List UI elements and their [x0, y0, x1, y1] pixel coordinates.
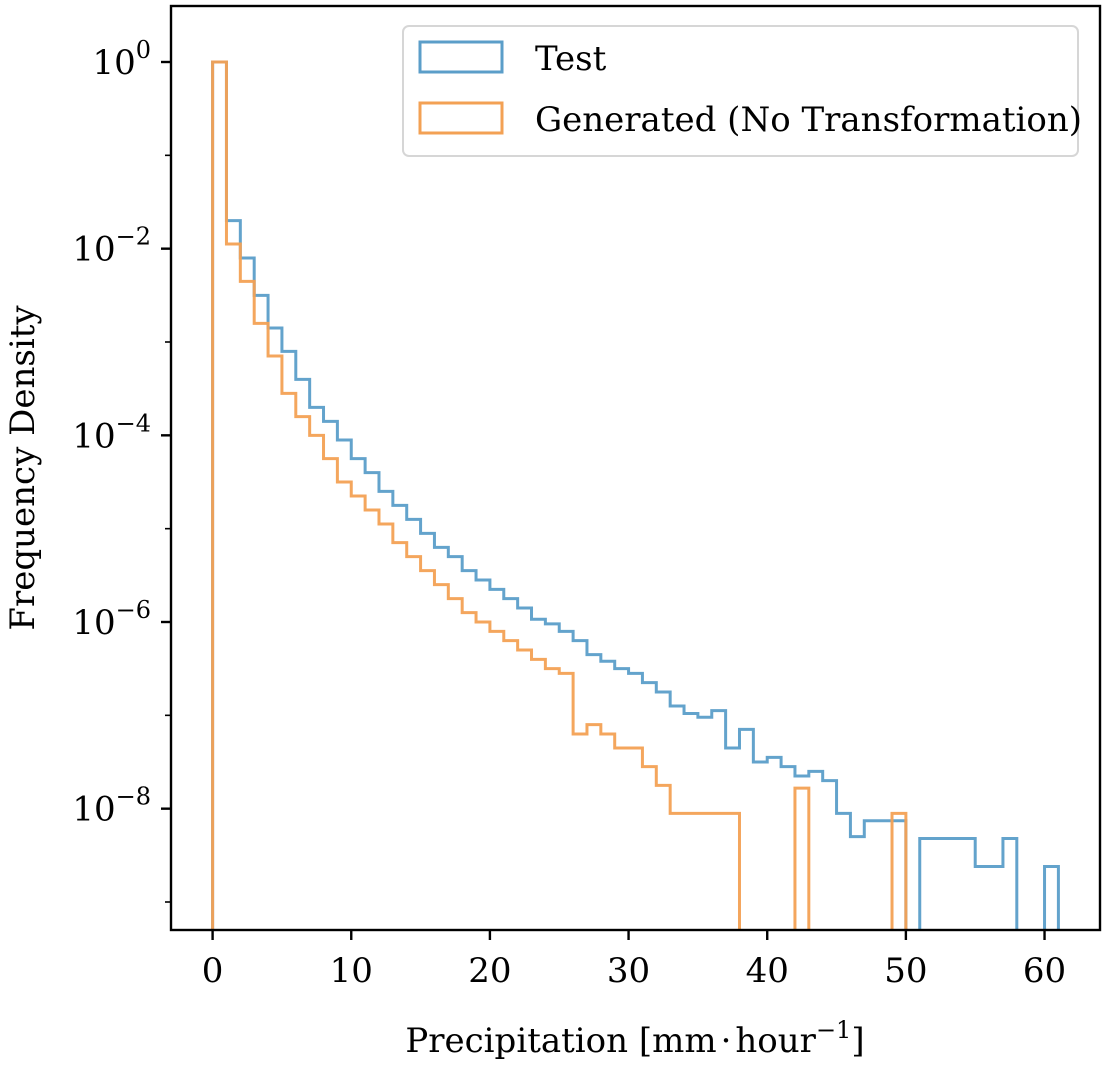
- series-test: [211, 60, 1060, 930]
- x-axis-label-close: ]: [851, 1021, 864, 1061]
- x-axis-label-base: Precipitation [mm: [405, 1021, 716, 1061]
- x-axis-label-dot: ·: [721, 1021, 732, 1061]
- y-axis-ticks: 100 10−2 10−4 10−6 10−8: [72, 36, 171, 903]
- y-tick-label: 10−2: [72, 223, 151, 270]
- legend-label-test: Test: [535, 39, 607, 79]
- legend: Test Generated (No Transformation): [402, 25, 1082, 157]
- series-generated: [211, 60, 908, 930]
- y-tick-label: 10−6: [72, 596, 151, 643]
- x-axis-label-unit: hour: [735, 1021, 816, 1061]
- x-tick-label: 40: [746, 951, 789, 991]
- legend-label-generated: Generated (No Transformation): [535, 100, 1082, 140]
- x-axis-label: Precipitation [mm · hour−1]: [405, 1016, 864, 1061]
- plot-frame: [169, 4, 1102, 932]
- y-tick-label: 10−4: [72, 409, 151, 456]
- y-tick-label: 10−8: [72, 783, 151, 830]
- x-axis-ticks: 0 10 20 30 40 50 60: [202, 930, 1066, 991]
- histogram-step-0: [211, 60, 1060, 930]
- x-tick-label: 50: [884, 951, 927, 991]
- y-tick-label: 100: [92, 36, 151, 83]
- x-tick-label: 20: [468, 951, 511, 991]
- legend-box: [402, 25, 1079, 157]
- x-tick-label: 30: [607, 951, 650, 991]
- legend-swatch-generated: [418, 101, 504, 135]
- x-tick-label: 0: [202, 951, 224, 991]
- legend-swatch-test: [418, 40, 504, 74]
- histogram-step-1: [211, 60, 908, 930]
- x-tick-label: 60: [1023, 951, 1066, 991]
- y-axis-label: Frequency Density: [3, 305, 43, 631]
- x-tick-label: 10: [330, 951, 373, 991]
- histogram-series-layer: [211, 60, 1060, 930]
- x-axis-label-exponent: −1: [816, 1016, 851, 1044]
